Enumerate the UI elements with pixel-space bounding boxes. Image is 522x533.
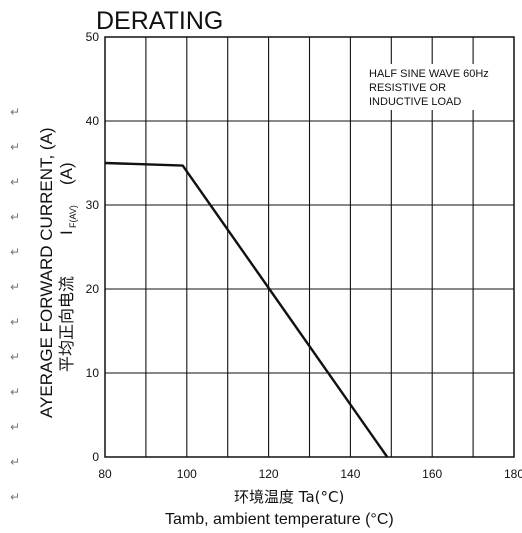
x-axis-label: Tamb, ambient temperature (°C) (165, 511, 394, 528)
paragraph-mark: ↵ (10, 210, 20, 224)
annotation-box (364, 64, 512, 110)
tick-labels: 80 100 120 140 160 180 0 10 20 30 40 50 (86, 30, 522, 481)
y-axis-label-cn: 平均正向电流 (57, 276, 76, 372)
series-line (104, 161, 389, 458)
x-tick-label: 80 (98, 467, 112, 481)
chart-title: DERATING (96, 7, 223, 35)
chart-grid (105, 37, 514, 457)
annotation-line-2: RESISTIVE OR (369, 82, 446, 94)
y-axis-unit: (A) (57, 162, 76, 185)
paragraph-mark: ↵ (10, 455, 20, 469)
y-tick-label: 40 (86, 114, 100, 128)
y-axis-symbol: I F(AV) (A) (57, 162, 78, 235)
y-tick-label: 50 (86, 30, 100, 44)
x-axis-label-cn: 环境温度 Ta(°C) (234, 488, 344, 506)
x-tick-label: 180 (504, 467, 522, 481)
paragraph-mark: ↵ (10, 350, 20, 364)
y-axis-symbol-letter: I (57, 230, 76, 235)
y-tick-label: 20 (86, 282, 100, 296)
y-tick-label: 10 (86, 366, 100, 380)
paragraph-mark: ↵ (10, 280, 20, 294)
paragraph-mark: ↵ (10, 385, 20, 399)
margin-marks: ↵ ↵ ↵ ↵ ↵ ↵ ↵ ↵ ↵ ↵ ↵ ↵ (10, 105, 20, 504)
y-axis-symbol-subscript: F(AV) (68, 205, 78, 228)
plot-frame (104, 36, 515, 458)
paragraph-mark: ↵ (10, 245, 20, 259)
y-tick-label: 0 (92, 450, 99, 464)
x-tick-label: 140 (340, 467, 360, 481)
paragraph-mark: ↵ (10, 105, 20, 119)
y-tick-label: 30 (86, 198, 100, 212)
series-layer (104, 161, 389, 458)
paragraph-mark: ↵ (10, 175, 20, 189)
paragraph-mark: ↵ (10, 490, 20, 504)
x-tick-label: 160 (422, 467, 442, 481)
x-tick-label: 100 (177, 467, 197, 481)
annotation-line-3: INDUCTIVE LOAD (369, 96, 461, 108)
annotation-line-1: HALF SINE WAVE 60Hz (369, 68, 489, 80)
paragraph-mark: ↵ (10, 420, 20, 434)
paragraph-mark: ↵ (10, 140, 20, 154)
x-tick-label: 120 (259, 467, 279, 481)
y-axis-label: AYERAGE FORWARD CURRENT, (A) (37, 127, 56, 418)
paragraph-mark: ↵ (10, 315, 20, 329)
